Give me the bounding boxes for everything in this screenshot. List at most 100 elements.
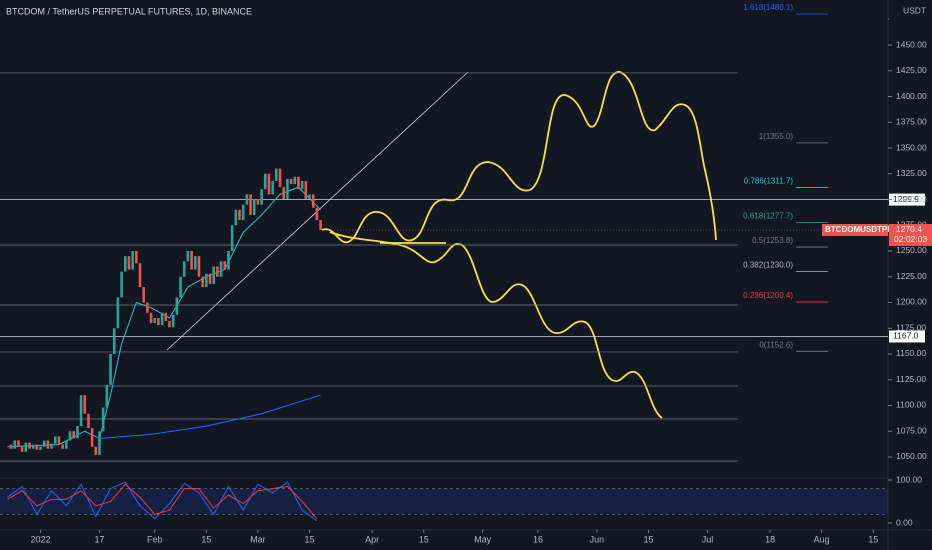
fib-label: 0.618(1277.7) — [743, 212, 793, 221]
indicator-band — [0, 488, 888, 515]
candle-body — [186, 250, 190, 262]
fib-label: 1.618(1480.1) — [743, 3, 793, 12]
price-label-box — [889, 330, 925, 343]
fib-label: 0.786(1311.7) — [744, 177, 794, 186]
candle-body — [168, 321, 171, 328]
candle-body — [61, 444, 64, 449]
candle-body — [311, 194, 315, 208]
candle-body — [164, 312, 168, 322]
x-tick-label: 15 — [201, 534, 211, 544]
candle-body — [264, 173, 267, 190]
candle-body — [171, 314, 175, 328]
price-label: 1299.9 — [893, 194, 919, 204]
x-tick-label: 15 — [643, 534, 653, 544]
candle-body — [271, 180, 274, 195]
fib-label: 0(1152.6) — [759, 340, 793, 349]
candle-body — [109, 353, 112, 385]
x-tick-label: Jul — [702, 534, 714, 544]
price-label-box — [889, 193, 925, 206]
candle-body — [35, 444, 39, 450]
candle-body — [227, 250, 230, 270]
candle-body — [28, 442, 31, 449]
candle-body — [160, 312, 164, 326]
candle-body — [72, 431, 75, 439]
candle-body — [315, 207, 319, 221]
projection-down — [329, 231, 663, 419]
candle-body — [146, 302, 149, 313]
candle-body — [123, 256, 127, 272]
candle-body — [252, 199, 256, 215]
candle-body — [238, 209, 241, 221]
candle-body — [94, 446, 98, 455]
symbol-tag-box — [822, 223, 888, 236]
y-tick-label: 1250.00 — [896, 245, 927, 255]
candle-body — [101, 407, 105, 432]
price-label: 1167.0 — [893, 331, 919, 341]
symbol-tag: BTCDOMUSDTPERP — [825, 225, 904, 234]
y-tick-label: 1400.00 — [896, 91, 927, 101]
stoch-line — [7, 481, 318, 522]
last-price-label: 1270.4 — [896, 224, 922, 234]
y-tick-label: 1050.00 — [896, 451, 927, 461]
candle-body — [149, 312, 153, 324]
candle-body — [31, 444, 35, 449]
x-tick-label: Feb — [147, 534, 163, 544]
candle-body — [42, 440, 46, 447]
candle-body — [65, 440, 68, 449]
candle-body — [50, 443, 53, 449]
candle-body — [135, 250, 138, 264]
x-tick-label: Aug — [814, 534, 830, 544]
candle-body — [157, 317, 160, 326]
candle-body — [76, 426, 79, 439]
candle-body — [20, 446, 24, 452]
candle-body — [260, 189, 263, 205]
x-tick-label: 17 — [94, 534, 104, 544]
candle-body — [190, 250, 193, 270]
x-tick-label: Jun — [590, 534, 605, 544]
x-tick-label: 2022 — [31, 534, 51, 544]
y-tick-label: 1075.00 — [896, 425, 927, 435]
y-tick-label: 1425.00 — [896, 65, 927, 75]
candle-body — [127, 256, 131, 270]
x-tick-label: Apr — [365, 534, 379, 544]
candle-body — [83, 395, 87, 414]
y-tick-label: 1150.00 — [896, 348, 926, 358]
candle-body — [304, 180, 308, 200]
ma-line — [7, 186, 321, 448]
y-tick-label: 1450.00 — [896, 39, 927, 49]
candle-body — [179, 276, 182, 298]
candle-body — [297, 176, 300, 190]
candle-body — [293, 176, 297, 185]
stoch-line — [7, 483, 318, 520]
projection-paths — [321, 71, 717, 419]
fib-label: 0.382(1230.0) — [743, 261, 793, 270]
y-tick-label: 1175.00 — [896, 322, 926, 332]
candle-body — [182, 261, 186, 277]
y-tick-label: 1200.00 — [896, 297, 927, 307]
candle-body — [201, 276, 204, 288]
ma-line — [99, 394, 321, 439]
candle-body — [216, 266, 219, 277]
candle-body — [79, 395, 83, 427]
candle-body — [219, 261, 223, 277]
candle-body — [275, 168, 278, 181]
candle-body — [13, 440, 17, 449]
candle-body — [153, 317, 157, 324]
candle-body — [234, 209, 238, 226]
candle-body — [212, 266, 215, 284]
candle-body — [90, 428, 94, 447]
candle-body — [138, 263, 142, 288]
x-tick-label: May — [474, 534, 492, 544]
y-tick-label: 1375.00 — [896, 117, 927, 127]
fib-label: 0.236(1200.4) — [743, 291, 793, 300]
y-tick-label: 1125.00 — [896, 374, 926, 384]
candle-body — [249, 194, 252, 215]
countdown: 02:02:03 — [894, 234, 927, 244]
x-tick-label: 18 — [765, 534, 775, 544]
y-tick-label: 1100.00 — [896, 400, 926, 410]
candle-body — [87, 413, 90, 429]
candle-body — [17, 440, 20, 447]
candle-body — [53, 436, 57, 444]
candle-body — [245, 194, 249, 205]
